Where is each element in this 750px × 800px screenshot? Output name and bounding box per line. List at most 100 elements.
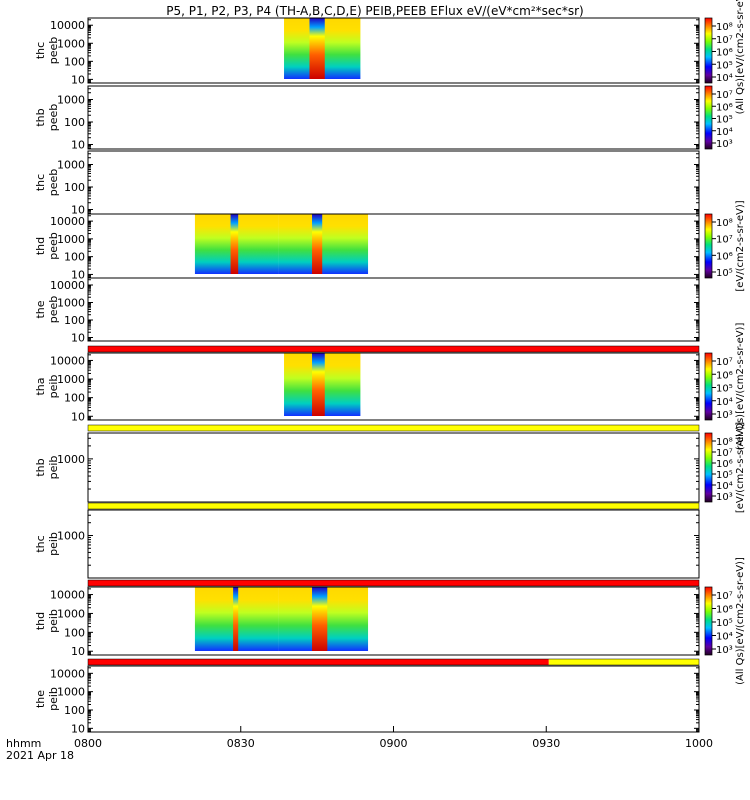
colorbar-tick-label: 10⁷: [716, 591, 733, 602]
y-label-product: peib: [47, 375, 60, 399]
colorbar-tick-label: 10⁵: [716, 384, 733, 395]
y-tick-label: 1000: [57, 159, 85, 172]
spectrogram-spike: [312, 587, 328, 651]
status-bar-span: [88, 503, 699, 509]
status-bars: [87, 345, 700, 666]
colorbar-label: (All Qs)[eV/(cm2-s-sr-eV)]: [735, 323, 746, 451]
colorbar-tick-label: 10⁷: [716, 35, 733, 46]
spectrogram-segment: [278, 214, 369, 274]
y-label-product: peib: [47, 609, 60, 633]
colorbar-tick-label: 10⁴: [716, 73, 733, 84]
colorbar-tick-label: 10⁵: [716, 268, 733, 279]
chart-title: P5, P1, P2, P3, P4 (TH-A,B,C,D,E) PEIB,P…: [166, 4, 583, 18]
x-tick-label: 0930: [532, 737, 560, 750]
y-label-product: peib: [47, 687, 60, 711]
y-tick-label: 10: [71, 410, 85, 423]
colorbar: 10⁷ 10⁶ 10⁵ 10⁴ 10³ (All Qs)[eV/(cm2-s-sr-eV)…: [704, 323, 746, 451]
colorbar-tick-label: 10⁵: [716, 470, 733, 481]
panel-frame: [87, 586, 700, 656]
y-tick-label: 10: [71, 268, 85, 281]
panel-thc-peeb: 1000 100 10 thc peeb: [34, 150, 700, 217]
colorbar: 10⁷ 10⁶ 10⁵ 10⁴ 10³ (All Qs)[eV/(cm2-s-sr-eV)…: [704, 557, 746, 685]
y-tick-label: 10000: [50, 354, 85, 367]
y-tick-label: 1000: [57, 233, 85, 246]
y-tick-label: 100: [64, 704, 85, 717]
colorbar: 10⁸ 10⁷ 10⁶ 10⁵ [eV/(cm2-s-sr-eV)]: [704, 200, 746, 292]
colorbar-tick-label: 10⁶: [716, 370, 733, 381]
y-tick-label: 1000: [57, 607, 85, 620]
spectrogram-spike: [233, 587, 239, 651]
y-tick-label: 100: [64, 626, 85, 639]
y-tick-label: 1000: [57, 94, 85, 107]
y-tick-label: 100: [64, 314, 85, 327]
y-label-probe: thc: [34, 174, 47, 191]
colorbar-label: [eV/(cm2-s-sr-eV)]: [735, 422, 746, 513]
colorbar-scale: [704, 85, 713, 150]
panel-frame: [87, 432, 700, 503]
y-tick-label: 100: [64, 251, 85, 264]
colorbar-tick-label: 10³: [716, 410, 733, 421]
y-tick-label: 1000: [57, 297, 85, 310]
y-tick-label: 10: [71, 722, 85, 735]
colorbar-tick-label: 10⁴: [716, 632, 733, 643]
status-bar-span: [88, 580, 699, 586]
y-tick-label: 10: [71, 204, 85, 217]
colorbar-tick-label: 10⁴: [716, 127, 733, 138]
spectrogram-spike: [312, 214, 323, 274]
colorbar-tick-label: 10⁷: [716, 448, 733, 459]
y-label-probe: thc: [34, 535, 47, 552]
x-tick-label: 1000: [685, 737, 713, 750]
panel-frame: [87, 665, 700, 733]
y-label-probe: thb: [34, 458, 47, 476]
status-bar-span: [88, 346, 699, 352]
status-bar-frame: [87, 579, 700, 587]
y-label-product: peib: [47, 532, 60, 556]
status-bar-frame: [87, 658, 700, 666]
panel-frame: [87, 17, 700, 84]
y-tick-label: 10000: [50, 589, 85, 602]
y-tick-label: 10: [71, 139, 85, 152]
y-label-probe: the: [34, 690, 47, 708]
colorbar-tick-label: 10⁸: [716, 437, 733, 448]
panel-thd-peeb: 10000 1000 100 10 thd peeb 10⁸ 10⁷ 10⁶ 10⁵ [eV/(cm…: [34, 200, 746, 291]
y-tick-label: 10: [71, 73, 85, 86]
y-label-product: peeb: [47, 232, 60, 260]
colorbar-tick-label: 10⁶: [716, 251, 733, 262]
colorbar-scale: [704, 586, 713, 656]
colorbar-tick-label: 10⁴: [716, 481, 733, 492]
y-label-probe: thd: [34, 612, 47, 630]
panel-thc-peib: 1000 thc peib: [34, 509, 700, 579]
colorbar-label: [eV/(cm2-s-sr-eV)]: [735, 200, 746, 291]
y-tick-label: 100: [64, 392, 85, 405]
spectrogram-spike: [309, 18, 325, 79]
colorbar-tick-label: 10⁸: [716, 218, 733, 229]
y-tick-label: 10000: [50, 19, 85, 32]
y-tick-label: 100: [64, 116, 85, 129]
spectrogram-spike: [230, 214, 239, 274]
y-tick-label: 100: [64, 55, 85, 68]
status-bar-frame: [87, 424, 700, 432]
colorbar-label: (All Qs)[eV/(cm2-s-sr-eV)]: [735, 0, 746, 114]
colorbar-tick-label: 10³: [716, 645, 733, 656]
x-tick-label: 0900: [380, 737, 408, 750]
panel-frame: [87, 277, 700, 342]
y-label-probe: thd: [34, 237, 47, 255]
y-tick-label: 10: [71, 332, 85, 345]
y-tick-label: 10000: [50, 279, 85, 292]
y-label-probe: the: [34, 300, 47, 318]
panel-the-peib: 10000 1000 100 10 the peib: [34, 665, 700, 735]
status-bar-span: [88, 425, 699, 431]
x-tick-label: 0830: [227, 737, 255, 750]
y-tick-label: 10: [71, 645, 85, 658]
colorbar-tick-label: 10⁵: [716, 618, 733, 629]
y-tick-label: 10000: [50, 215, 85, 228]
y-tick-label: 10000: [50, 667, 85, 680]
colorbar-tick-label: 10⁷: [716, 90, 733, 101]
